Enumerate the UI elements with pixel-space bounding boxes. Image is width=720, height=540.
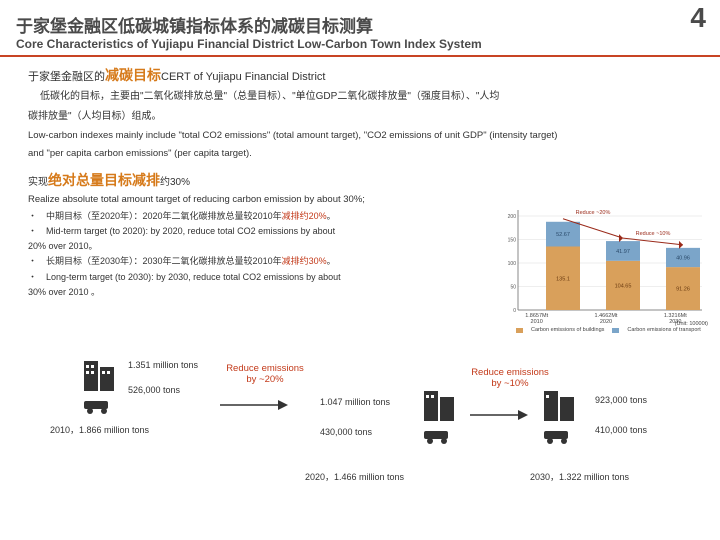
realize-orange: 绝对总量目标减排 bbox=[48, 172, 160, 188]
en-desc-1: Low-carbon indexes mainly include "total… bbox=[0, 127, 720, 145]
svg-text:52.67: 52.67 bbox=[556, 232, 570, 238]
cn-desc-2: 碳排放量"（人均目标）组成。 bbox=[0, 107, 720, 127]
leg-box-1 bbox=[516, 328, 523, 333]
title-cn: 于家堡金融区低碳城镇指标体系的减碳目标测算 bbox=[16, 12, 704, 37]
svg-text:135.1: 135.1 bbox=[556, 276, 570, 282]
realize-line: 实现绝对总量目标减排约30% bbox=[0, 164, 720, 192]
n2030-c: 2030，1.322 million tons bbox=[530, 470, 629, 483]
en-desc-2: and "per capita carbon emissions" (per c… bbox=[0, 145, 720, 163]
svg-text:50: 50 bbox=[510, 285, 516, 291]
b1-em: 减排约20% bbox=[282, 211, 327, 221]
svg-text:0: 0 bbox=[513, 308, 516, 312]
svg-text:40.96: 40.96 bbox=[676, 255, 690, 261]
car-icon-2020 bbox=[420, 427, 456, 447]
n2010-c: 2010，1.866 million tons bbox=[50, 423, 149, 436]
sub1-post: CERT of Yujiapu Financial District bbox=[161, 71, 325, 83]
svg-text:104.65: 104.65 bbox=[615, 283, 632, 289]
b4-text: Long-term target (to 2030): by 2030, red… bbox=[46, 272, 341, 282]
realize-pre: 实现 bbox=[28, 177, 48, 188]
b3-em: 减排约30% bbox=[282, 256, 327, 266]
realize-en: Realize absolute total amount target of … bbox=[0, 192, 720, 207]
n2020-c: 2020，1.466 million tons bbox=[305, 470, 404, 483]
sub1-orange: 减碳目标 bbox=[105, 67, 161, 83]
svg-text:41.97: 41.97 bbox=[616, 249, 630, 255]
svg-text:100: 100 bbox=[508, 261, 517, 267]
bldg-icon-2020 bbox=[420, 385, 460, 427]
arrow-2 bbox=[470, 405, 530, 425]
arrow-1 bbox=[220, 395, 290, 415]
n2010-a: 1.351 million tons bbox=[128, 360, 198, 370]
b2-text: Mid-term target (to 2020): by 2020, redu… bbox=[46, 226, 335, 236]
n2010-b: 526,000 tons bbox=[128, 385, 180, 395]
bar-chart: 0 50 100 150 200 52.67 135.1 41.97 104.65 40.96 91… bbox=[502, 210, 710, 345]
b1-post: 。 bbox=[327, 211, 336, 221]
bldg-icon-2010 bbox=[80, 355, 120, 397]
n2030-a: 923,000 tons bbox=[595, 395, 647, 405]
leg1: Carbon emissions of buildings bbox=[531, 327, 604, 333]
chart-unit: (Unit: 10000t) bbox=[675, 321, 708, 327]
bldg-icon-2030 bbox=[540, 385, 580, 427]
n2020-a: 1.047 million tons bbox=[320, 397, 390, 407]
leg2: Carbon emissions of transport bbox=[627, 327, 700, 333]
title-en: Core Characteristics of Yujiapu Financia… bbox=[16, 37, 704, 51]
xl1b: 2010 bbox=[531, 319, 543, 325]
svg-text:91.26: 91.26 bbox=[676, 287, 690, 293]
arrow1-label: Reduce emissions by ~20% bbox=[220, 363, 310, 385]
cn-desc-1: 低碳化的目标，主要由"二氧化碳排放总量"（总量目标）、"单位GDP二氧化碳排放量… bbox=[0, 87, 720, 107]
page-number: 4 bbox=[690, 2, 706, 34]
svg-text:150: 150 bbox=[508, 238, 517, 244]
svg-text:200: 200 bbox=[508, 214, 517, 220]
car-icon-2010 bbox=[80, 397, 116, 417]
chart-legend: Carbon emissions of buildings Carbon emi… bbox=[516, 327, 710, 333]
b3-post: 。 bbox=[327, 256, 336, 266]
car-icon-2030 bbox=[540, 427, 576, 447]
cert-line: 于家堡金融区的减碳目标CERT of Yujiapu Financial Dis… bbox=[0, 57, 720, 87]
svg-text:Reduce ~10%: Reduce ~10% bbox=[636, 231, 671, 237]
n2020-b: 430,000 tons bbox=[320, 427, 372, 437]
leg-box-2 bbox=[612, 328, 619, 333]
title-block: 于家堡金融区低碳城镇指标体系的减碳目标测算 Core Characteristi… bbox=[0, 0, 720, 57]
svg-text:Reduce ~20%: Reduce ~20% bbox=[576, 210, 611, 216]
b1-text: 中期目标（至2020年）：2020年二氧化碳排放总量较2010年 bbox=[46, 211, 282, 221]
b3-text: 长期目标（至2030年）：2030年二氧化碳排放总量较2010年 bbox=[46, 256, 282, 266]
reduction-diagram: 1.351 million tons 526,000 tons 2010，1.8… bbox=[20, 355, 700, 530]
sub1-pre: 于家堡金融区的 bbox=[28, 71, 105, 83]
xl2b: 2020 bbox=[600, 319, 612, 325]
n2030-b: 410,000 tons bbox=[595, 425, 647, 435]
realize-post: 约30% bbox=[160, 177, 190, 188]
